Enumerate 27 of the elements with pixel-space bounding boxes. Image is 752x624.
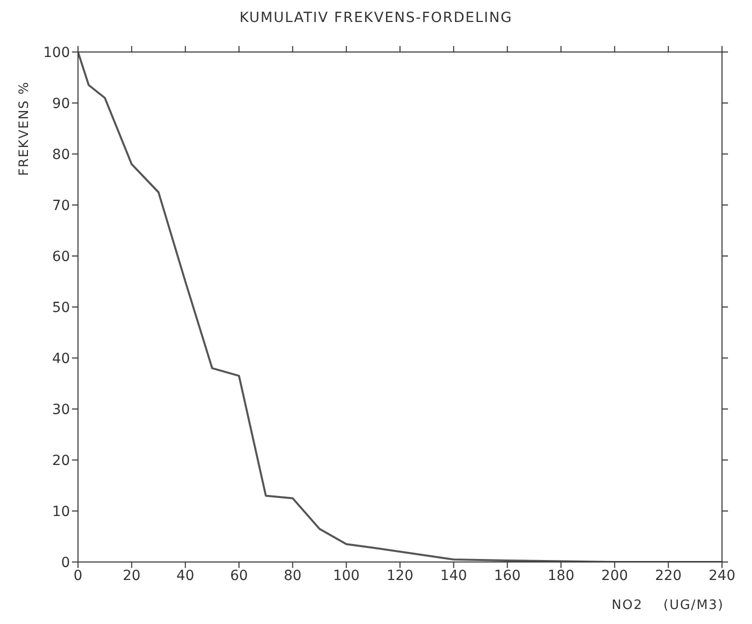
y-tick-label: 80: [52, 146, 70, 163]
y-tick-label: 30: [52, 402, 70, 418]
y-tick-label: 20: [52, 452, 70, 469]
x-tick-label: 160: [494, 568, 521, 584]
x-tick-label: 180: [548, 568, 574, 584]
x-tick-label: 220: [654, 568, 682, 584]
x-tick-label: 40: [176, 568, 194, 584]
y-tick-label: 100: [43, 44, 70, 61]
x-axis-title: NO2 (UG/M3): [612, 598, 724, 613]
y-tick-label: 0: [61, 554, 70, 571]
x-tick-label: 20: [122, 568, 141, 584]
chart-title: KUMULATIV FREKVENS-FORDELING: [238, 9, 514, 28]
y-tick-label: 40: [52, 350, 70, 367]
x-tick-label: 80: [284, 568, 302, 584]
x-tick-label: 240: [708, 568, 736, 584]
x-tick-label: 60: [230, 568, 248, 584]
x-tick-label: 0: [74, 568, 82, 584]
y-tick-label: 90: [52, 96, 70, 112]
y-tick-label: 60: [52, 248, 70, 265]
y-axis-title: FREKVENS %: [16, 80, 32, 176]
x-tick-label: 200: [601, 568, 628, 584]
y-tick-label: 10: [52, 504, 70, 520]
x-tick-label: 140: [440, 568, 468, 584]
y-tick-label: 50: [52, 300, 70, 316]
x-tick-label: 120: [386, 568, 414, 584]
y-tick-label: 70: [52, 198, 70, 214]
x-tick-label: 100: [332, 568, 360, 584]
